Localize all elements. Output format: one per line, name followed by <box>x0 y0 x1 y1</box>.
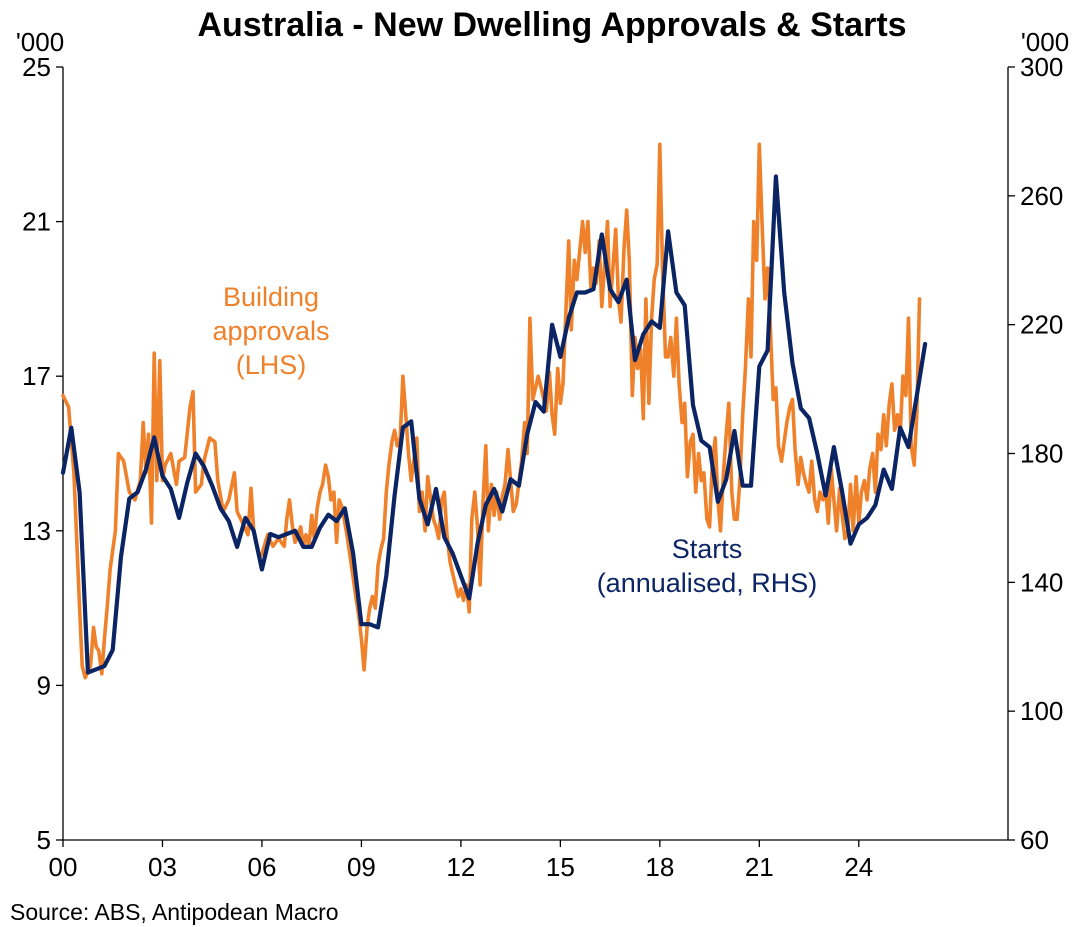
right-tick-label: 220 <box>1020 310 1063 340</box>
starts-line <box>60 174 928 675</box>
right-tick-label: 300 <box>1020 52 1063 82</box>
left-axis-unit: '000 <box>16 27 64 57</box>
left-tick-label: 21 <box>22 207 51 237</box>
left-tick-label: 5 <box>37 825 51 855</box>
left-tick-label: 17 <box>22 361 51 391</box>
x-tick-label: 18 <box>645 852 674 882</box>
right-tick-label: 140 <box>1020 567 1063 597</box>
x-tick-label: 00 <box>49 852 78 882</box>
x-tick-label: 03 <box>148 852 177 882</box>
starts-annotation-line-1: Starts <box>672 534 743 564</box>
right-axis-ticks: 60 100 140 180 220 260 300 <box>1008 52 1063 855</box>
chart-title: Australia - New Dwelling Approvals & Sta… <box>197 6 906 44</box>
right-tick-label: 180 <box>1020 439 1063 469</box>
approvals-annotation: Building approvals (LHS) <box>212 282 329 380</box>
left-tick-label: 25 <box>22 52 51 82</box>
x-tick-label: 15 <box>546 852 575 882</box>
x-axis-ticks: 00 03 06 09 12 15 18 21 24 <box>49 840 873 882</box>
left-tick-label: 9 <box>37 670 51 700</box>
x-tick-label: 09 <box>347 852 376 882</box>
right-tick-label: 100 <box>1020 696 1063 726</box>
right-tick-label: 60 <box>1020 825 1049 855</box>
x-tick-label: 24 <box>844 852 873 882</box>
approvals-annotation-line-1: Building <box>223 282 319 312</box>
approvals-annotation-line-3: (LHS) <box>236 350 307 380</box>
left-axis-ticks: 5 9 13 17 21 25 <box>22 52 63 855</box>
starts-annotation: Starts (annualised, RHS) <box>597 534 818 598</box>
approvals-annotation-line-2: approvals <box>212 316 329 346</box>
left-tick-label: 13 <box>22 516 51 546</box>
x-tick-label: 12 <box>446 852 475 882</box>
right-tick-label: 260 <box>1020 181 1063 211</box>
source-note: Source: ABS, Antipodean Macro <box>10 899 339 925</box>
right-axis-unit: '000 <box>1021 27 1069 57</box>
starts-annotation-line-2: (annualised, RHS) <box>597 568 818 598</box>
x-tick-label: 21 <box>745 852 774 882</box>
x-tick-label: 06 <box>247 852 276 882</box>
